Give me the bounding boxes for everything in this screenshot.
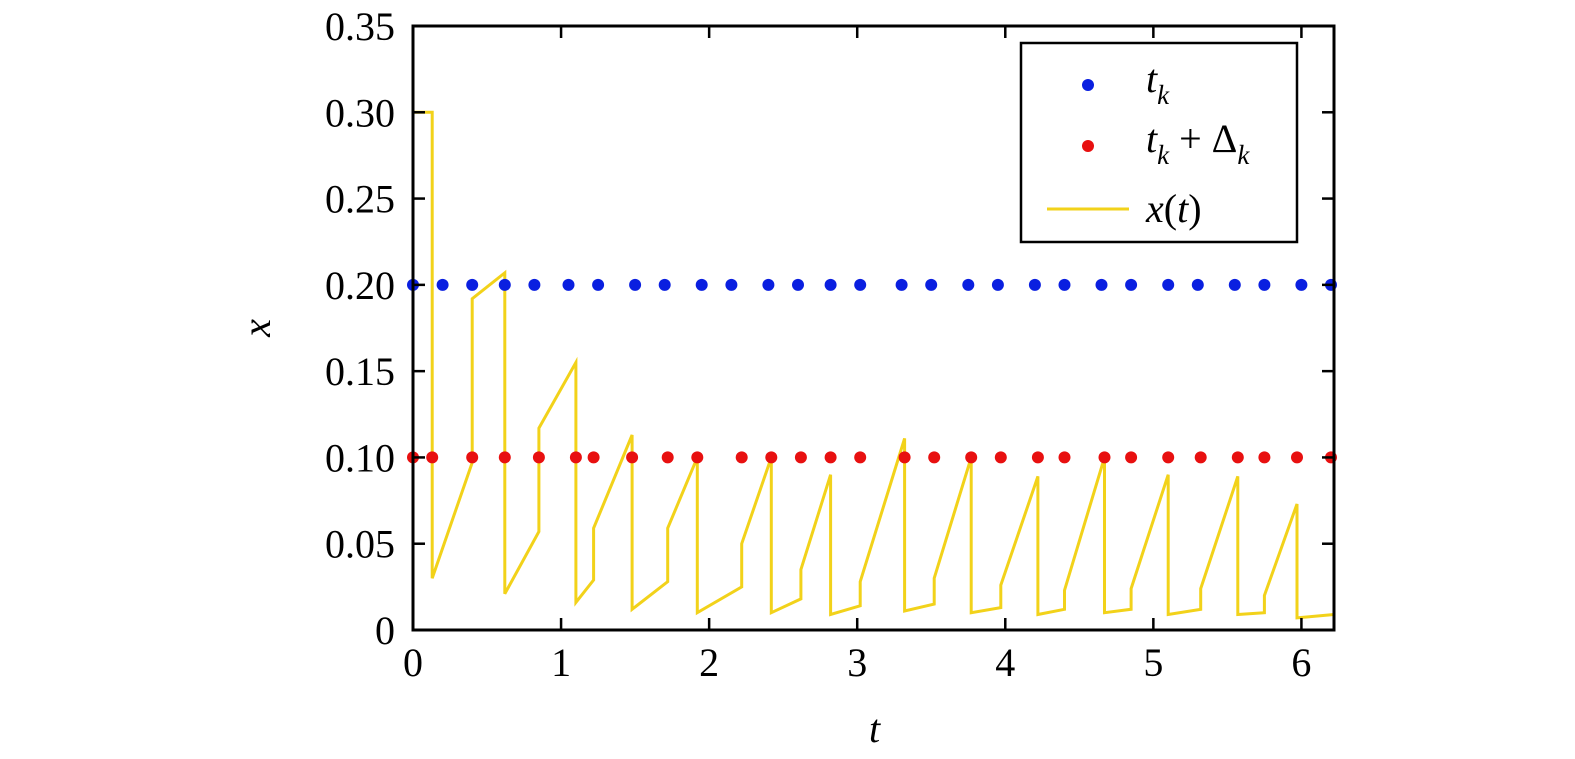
series-tk-point: [1258, 278, 1271, 291]
series-tk-point: [792, 278, 804, 291]
series-tk_delta-point: [735, 451, 748, 464]
series-tk_delta-point: [498, 451, 511, 464]
series-tk-point: [562, 278, 575, 291]
legend: tk tk + Δk x(t): [1019, 41, 1299, 244]
legend-marker-tk-delta: [1082, 140, 1094, 152]
series-tk_delta-point: [569, 451, 582, 464]
series-tk-point: [824, 278, 837, 291]
series-tk_delta-point: [691, 451, 704, 464]
series-tk_delta-point: [898, 451, 911, 464]
series-tk-point: [1191, 278, 1204, 291]
series-tk_delta-point: [1231, 451, 1244, 464]
y-tick-label: 0.25: [325, 177, 395, 222]
series-tk_delta-point: [466, 451, 479, 464]
series-tk_delta-point: [765, 451, 778, 464]
legend-label-xt: x(t): [1145, 186, 1202, 231]
legend-box: [1019, 41, 1299, 244]
series-tk-point: [1028, 278, 1041, 291]
y-tick-label: 0.05: [325, 522, 395, 567]
x-axis-label: t: [869, 706, 881, 751]
series-tk-point: [466, 278, 479, 291]
x-tick-label: 5: [1143, 640, 1163, 685]
series-tk-point: [1228, 278, 1241, 291]
series-tk_delta-point: [824, 451, 837, 464]
series-tk-point: [592, 278, 605, 291]
series-tk-point: [762, 278, 775, 291]
series-tk_delta-point: [587, 451, 600, 464]
series-tk-point: [1058, 278, 1071, 291]
x-tick-label: 0: [403, 640, 423, 685]
y-tick-label: 0: [375, 608, 395, 653]
series-tk_delta-point: [1291, 451, 1303, 464]
series-tk-point: [854, 278, 867, 291]
series-tk-point: [658, 278, 671, 291]
series-tk_delta-point: [1162, 451, 1175, 464]
series-tk-point: [629, 278, 642, 291]
series-tk_delta-point: [626, 451, 639, 464]
series-tk-point: [1295, 278, 1308, 291]
series-tk_delta-point: [1125, 451, 1138, 464]
series-tk-point: [1095, 278, 1108, 291]
y-tick-label: 0.15: [325, 349, 395, 394]
y-tick-label: 0.30: [325, 90, 395, 135]
y-tick-label: 0.10: [325, 435, 395, 480]
series-tk_delta-point: [1031, 451, 1044, 464]
series-tk_delta-point: [661, 451, 674, 464]
y-tick-label: 0.35: [325, 4, 395, 49]
series-tk-point: [498, 278, 511, 291]
series-tk_delta-point: [1098, 451, 1111, 464]
series-tk_delta-point: [426, 451, 439, 464]
series-tk_delta-point: [994, 451, 1007, 464]
plot-contents: [407, 110, 1337, 620]
x-tick-label: 2: [699, 640, 719, 685]
series-tk_delta-point: [1194, 451, 1207, 464]
series-tk-point: [436, 278, 449, 291]
plot-frame: [411, 24, 1336, 632]
y-axis-label: x: [234, 319, 279, 338]
legend-label-tk: tk: [1146, 56, 1170, 110]
series-tk-point: [895, 278, 908, 291]
series-tk-point: [1162, 278, 1175, 291]
x-tick-label: 1: [551, 640, 571, 685]
series-tk-point: [725, 278, 738, 291]
series-tk-point: [962, 278, 975, 291]
series-tk_delta-point: [794, 451, 807, 464]
series-tk_delta-point: [965, 451, 978, 464]
series-tk_delta-point: [854, 451, 867, 464]
series-tk_delta-point: [532, 451, 545, 464]
y-tick-label: 0.20: [325, 263, 395, 308]
series-tk-point: [991, 278, 1004, 291]
x-tick-label: 3: [847, 640, 867, 685]
legend-label-tk-delta: tk + Δk: [1146, 116, 1250, 170]
series-tk-point: [925, 278, 938, 291]
series-tk_delta-point: [928, 451, 941, 464]
series-xt-line: [413, 110, 1335, 620]
series-tk_delta-point: [1058, 451, 1071, 464]
series-tk-point: [695, 278, 708, 291]
axes: 0 1 2 3 4 5 6 0 0.05 0.10 0.15 0.20 0.25 0.30 0.35 t x: [234, 4, 1336, 751]
legend-marker-tk: [1082, 79, 1094, 91]
x-tick-label: 4: [995, 640, 1015, 685]
series-tk_delta-point: [1258, 451, 1271, 464]
series-tk-point: [528, 278, 541, 291]
x-tick-label: 6: [1291, 640, 1311, 685]
series-tk-point: [1125, 278, 1138, 291]
